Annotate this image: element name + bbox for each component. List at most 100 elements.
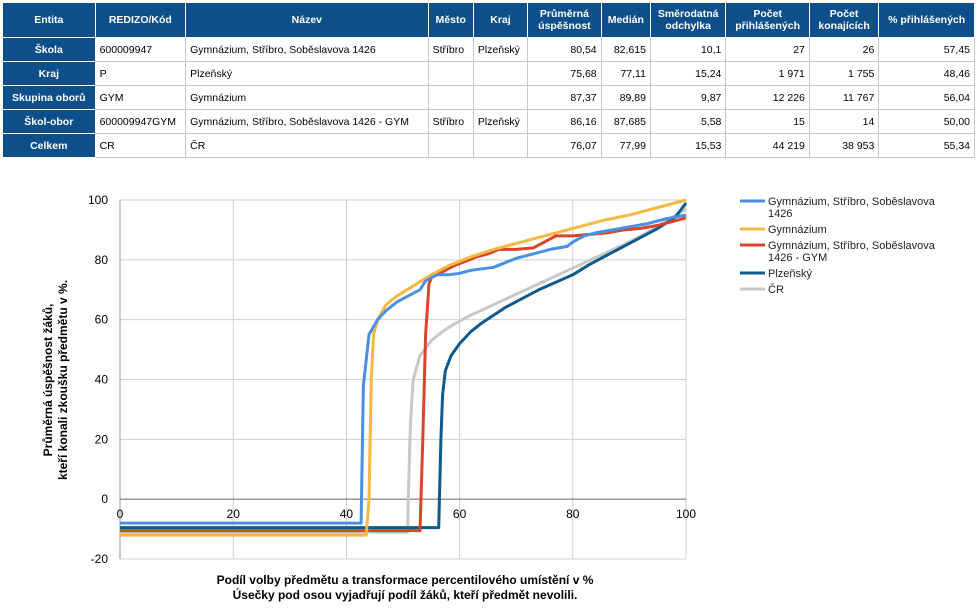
header-mesto: Město <box>427 2 474 38</box>
table-cell: CR <box>94 133 187 158</box>
table-cell: 10,1 <box>649 37 727 62</box>
x-axis-title-line2: Úsečky pod osou vyjadřují podíl žáků, kt… <box>233 587 578 602</box>
header-nazev: Název <box>185 2 429 38</box>
row-entity-label: Skupina oborů <box>2 85 96 110</box>
table-header-row: Entita REDIZO/Kód Název Město Kraj Průmě… <box>2 2 975 38</box>
header-procento-prihlasenych: % přihlášených <box>878 2 975 38</box>
x-tick-label: 40 <box>340 507 354 521</box>
x-tick-label: 0 <box>117 507 124 521</box>
y-tick-label: 60 <box>95 313 109 327</box>
table-cell: Gymnázium <box>185 85 429 110</box>
series-line <box>120 213 687 525</box>
table-row: Škola 600009947 Gymnázium, Stříbro, Soběsl… <box>2 37 975 62</box>
table-cell: 12 226 <box>725 85 810 110</box>
header-prumerna-uspesnost: Průměrná úspěšnost <box>527 2 602 38</box>
table-cell: Stříbro <box>427 109 474 134</box>
legend-entry-label: Plzeňský <box>768 268 813 280</box>
row-entity-label: Celkem <box>2 133 96 158</box>
table-cell: GYM <box>94 85 187 110</box>
y-tick-label: 0 <box>101 492 108 506</box>
series-line <box>120 207 687 534</box>
table-cell: 15,53 <box>649 133 727 158</box>
header-redizo: REDIZO/Kód <box>94 2 187 38</box>
table-cell: 44 219 <box>725 133 810 158</box>
line-chart: 0 20 40 60 80 100 -20 0 20 40 60 80 100 Gymnázium, S… <box>41 193 936 602</box>
table-cell <box>472 133 529 158</box>
table-cell: Plzeňský <box>472 109 529 134</box>
header-kraj: Kraj <box>472 2 529 38</box>
header-smerodatna-odchylka: Směrodatná odchylka <box>649 2 727 38</box>
table-cell: 15 <box>725 109 810 134</box>
table-cell: 5,58 <box>649 109 727 134</box>
legend-entry-label: Gymnázium, Stříbro, Soběslavova 1426 <box>768 196 936 220</box>
table-cell: 15,24 <box>649 61 727 86</box>
table-cell <box>427 85 474 110</box>
table-cell: Plzeňský <box>185 61 429 86</box>
table-cell: Gymnázium, Stříbro, Soběslavova 1426 - G… <box>185 109 429 134</box>
table-cell: 50,00 <box>878 109 975 134</box>
table-cell: 56,04 <box>878 85 975 110</box>
y-tick-label: -20 <box>91 552 109 566</box>
table-cell: 87,37 <box>527 85 602 110</box>
table-cell: 86,16 <box>527 109 602 134</box>
header-median: Medián <box>600 2 651 38</box>
table-cell: 26 <box>808 37 880 62</box>
y-axis-title-line2: kteří konali zkoušku předmětu v %. <box>56 280 70 480</box>
series-line <box>120 202 688 530</box>
table-cell: ČR <box>185 133 429 158</box>
y-tick-label: 20 <box>95 432 109 446</box>
header-pocet-prihlasenych: Počet přihlášených <box>725 2 810 38</box>
table-cell: Gymnázium, Stříbro, Soběslavova 1426 <box>185 37 429 62</box>
table-row: Škol-obor 600009947GYM Gymnázium, Stříbro,… <box>2 109 975 134</box>
x-tick-label: 80 <box>566 507 580 521</box>
chart-series <box>120 198 688 537</box>
series-line <box>120 216 687 533</box>
table-cell <box>472 61 529 86</box>
table-cell: Stříbro <box>427 37 474 62</box>
table-row: Celkem CR ČR 76,07 77,99 15,53 44 219 38 953 55,… <box>2 133 975 158</box>
table-cell: 57,45 <box>878 37 975 62</box>
table-cell <box>427 61 474 86</box>
legend-entry-label: Gymnázium <box>768 224 827 236</box>
table-cell <box>427 133 474 158</box>
table-cell: 48,46 <box>878 61 975 86</box>
y-tick-label: 80 <box>95 253 109 267</box>
table-cell: 1 755 <box>808 61 880 86</box>
table-cell: P <box>94 61 187 86</box>
x-tick-label: 60 <box>453 507 467 521</box>
table-row: Kraj P Plzeňský 75,68 77,11 15,24 1 971 1 755 48… <box>2 61 975 86</box>
table-cell: 14 <box>808 109 880 134</box>
row-entity-label: Škola <box>2 37 96 62</box>
table-cell: 82,615 <box>600 37 651 62</box>
table-cell: 77,99 <box>600 133 651 158</box>
table-cell: 55,34 <box>878 133 975 158</box>
chart-grid <box>119 199 687 560</box>
table-cell: 80,54 <box>527 37 602 62</box>
statistics-table: Entita REDIZO/Kód Název Město Kraj Průmě… <box>2 2 975 158</box>
chart-tick-labels: 0 20 40 60 80 100 -20 0 20 40 60 80 100 <box>88 193 696 566</box>
chart-legend: Gymnázium, Stříbro, Soběslavova 1426 Gymná… <box>740 196 936 296</box>
table-cell: Plzeňský <box>472 37 529 62</box>
header-pocet-konajicich: Počet konajících <box>808 2 880 38</box>
row-entity-label: Škol-obor <box>2 109 96 134</box>
legend-entry-label: Gymnázium, Stříbro, Soběslavova 1426 - GY… <box>768 240 936 264</box>
x-axis-title-line1: Podíl volby předmětu a transformace perc… <box>217 573 594 587</box>
table-cell: 1 971 <box>725 61 810 86</box>
table-cell: 600009947GYM <box>94 109 187 134</box>
table-cell: 75,68 <box>527 61 602 86</box>
table-cell: 89,89 <box>600 85 651 110</box>
y-tick-label: 40 <box>95 373 109 387</box>
header-entita: Entita <box>2 2 96 38</box>
table-cell: 600009947 <box>94 37 187 62</box>
series-line <box>120 198 687 537</box>
table-cell: 11 767 <box>808 85 880 110</box>
table-cell: 77,11 <box>600 61 651 86</box>
x-tick-label: 20 <box>227 507 241 521</box>
table-cell <box>472 85 529 110</box>
legend-entry-label: ČR <box>768 283 784 296</box>
table-cell: 38 953 <box>808 133 880 158</box>
table-cell: 76,07 <box>527 133 602 158</box>
table-row: Skupina oborů GYM Gymnázium 87,37 89,89 9,87 1… <box>2 85 975 110</box>
table-cell: 27 <box>725 37 810 62</box>
x-tick-label: 100 <box>676 507 696 521</box>
